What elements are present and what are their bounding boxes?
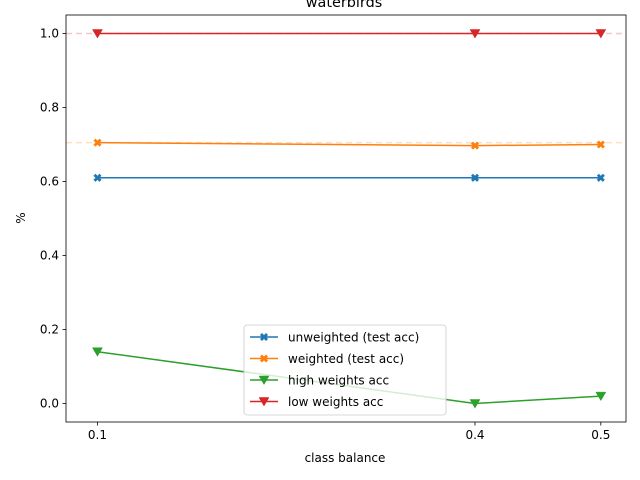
legend-marker-2 bbox=[258, 375, 270, 385]
legend-box bbox=[243, 324, 447, 416]
y-tick-label: 0.4 bbox=[40, 249, 59, 263]
data-point-1-0 bbox=[93, 138, 102, 147]
y-tick-label: 0.2 bbox=[40, 323, 59, 337]
chart-title: waterbirds bbox=[306, 0, 382, 11]
legend-label-1: weighted (test acc) bbox=[288, 352, 404, 366]
data-point-2-0 bbox=[92, 347, 103, 357]
x-tick-label: 0.1 bbox=[88, 428, 107, 442]
y-tick-label: 0.0 bbox=[40, 397, 59, 411]
legend: unweighted (test acc) weighted (test acc)… bbox=[243, 324, 447, 416]
data-point-3-2 bbox=[595, 29, 607, 39]
x-axis-label: class balance bbox=[305, 451, 386, 465]
legend-label-0: unweighted (test acc) bbox=[288, 330, 419, 344]
y-tick-label: 0.8 bbox=[40, 101, 59, 115]
data-point-1-2 bbox=[596, 140, 605, 149]
y-axis-label: % bbox=[14, 212, 28, 223]
data-point-0-2 bbox=[596, 173, 605, 182]
legend-marker-1 bbox=[259, 354, 269, 363]
plot-frame bbox=[65, 14, 627, 423]
data-point-0-1 bbox=[470, 173, 480, 182]
legend-label-2: high weights acc bbox=[288, 373, 389, 387]
data-point-3-0 bbox=[92, 29, 103, 39]
data-point-3-1 bbox=[469, 29, 481, 39]
x-tick-label: 0.4 bbox=[465, 428, 484, 442]
data-point-1-1 bbox=[470, 141, 480, 150]
y-tick-label: 0.6 bbox=[40, 175, 59, 189]
legend-marker-0 bbox=[259, 332, 269, 342]
data-point-0-0 bbox=[93, 173, 102, 182]
x-tick-label: 0.5 bbox=[591, 428, 610, 442]
data-point-2-1 bbox=[469, 399, 481, 409]
legend-marker-3 bbox=[258, 397, 270, 407]
y-tick-label: 1.0 bbox=[40, 27, 59, 41]
data-point-2-2 bbox=[595, 391, 607, 402]
legend-label-3: low weights acc bbox=[288, 395, 383, 409]
